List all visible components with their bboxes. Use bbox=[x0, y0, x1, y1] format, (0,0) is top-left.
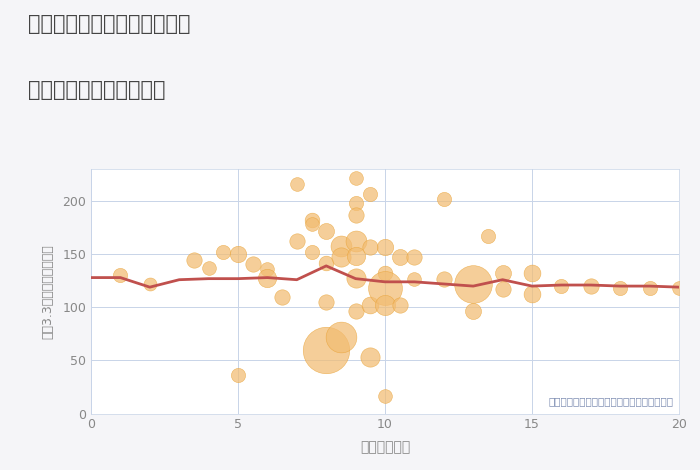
Point bbox=[673, 284, 685, 292]
Point bbox=[306, 248, 317, 256]
Point bbox=[306, 221, 317, 228]
Point bbox=[365, 353, 376, 361]
Point bbox=[321, 227, 332, 235]
Point bbox=[262, 274, 273, 282]
Point bbox=[321, 259, 332, 266]
Point bbox=[115, 272, 126, 279]
Point bbox=[365, 243, 376, 251]
Point bbox=[379, 243, 391, 251]
Text: 円の大きさは、取引のあった物件面積を示す: 円の大きさは、取引のあった物件面積を示す bbox=[548, 396, 673, 406]
Point bbox=[497, 285, 508, 293]
Point bbox=[438, 275, 449, 282]
Point bbox=[350, 174, 361, 181]
Point bbox=[321, 298, 332, 306]
Point bbox=[321, 346, 332, 353]
Point bbox=[144, 280, 155, 288]
Point bbox=[379, 284, 391, 292]
Point bbox=[232, 372, 244, 379]
Point bbox=[188, 256, 199, 263]
Point bbox=[482, 232, 493, 240]
Point bbox=[335, 254, 346, 261]
Point bbox=[379, 301, 391, 309]
Point bbox=[379, 270, 391, 277]
Point bbox=[526, 270, 538, 277]
Text: 駅距離別中古戸建て価格: 駅距離別中古戸建て価格 bbox=[28, 80, 165, 100]
Point bbox=[379, 392, 391, 399]
Point bbox=[350, 307, 361, 314]
Point bbox=[585, 282, 596, 290]
Point bbox=[556, 282, 567, 290]
Point bbox=[409, 254, 420, 261]
Point bbox=[232, 251, 244, 258]
Point bbox=[350, 252, 361, 260]
Point bbox=[438, 195, 449, 203]
Point bbox=[644, 284, 655, 292]
Point bbox=[203, 264, 214, 272]
Point bbox=[306, 217, 317, 224]
Point bbox=[276, 293, 288, 300]
Point bbox=[394, 301, 405, 309]
Point bbox=[247, 260, 258, 267]
Point bbox=[468, 280, 479, 288]
Point bbox=[468, 307, 479, 314]
Point bbox=[365, 190, 376, 197]
Text: 神奈川県横浜市南区三春台の: 神奈川県横浜市南区三春台の bbox=[28, 14, 190, 34]
X-axis label: 駅距離（分）: 駅距離（分） bbox=[360, 440, 410, 454]
Point bbox=[497, 270, 508, 277]
Point bbox=[335, 242, 346, 250]
Point bbox=[350, 274, 361, 282]
Y-axis label: 坪（3.3㎡）単価（万円）: 坪（3.3㎡）単価（万円） bbox=[41, 244, 54, 339]
Point bbox=[365, 301, 376, 309]
Point bbox=[291, 180, 302, 188]
Point bbox=[409, 275, 420, 282]
Point bbox=[262, 266, 273, 273]
Point bbox=[350, 211, 361, 219]
Point bbox=[350, 199, 361, 207]
Point bbox=[394, 254, 405, 261]
Point bbox=[615, 284, 626, 292]
Point bbox=[350, 238, 361, 245]
Point bbox=[291, 238, 302, 245]
Point bbox=[526, 290, 538, 298]
Point bbox=[218, 248, 229, 256]
Point bbox=[335, 333, 346, 341]
